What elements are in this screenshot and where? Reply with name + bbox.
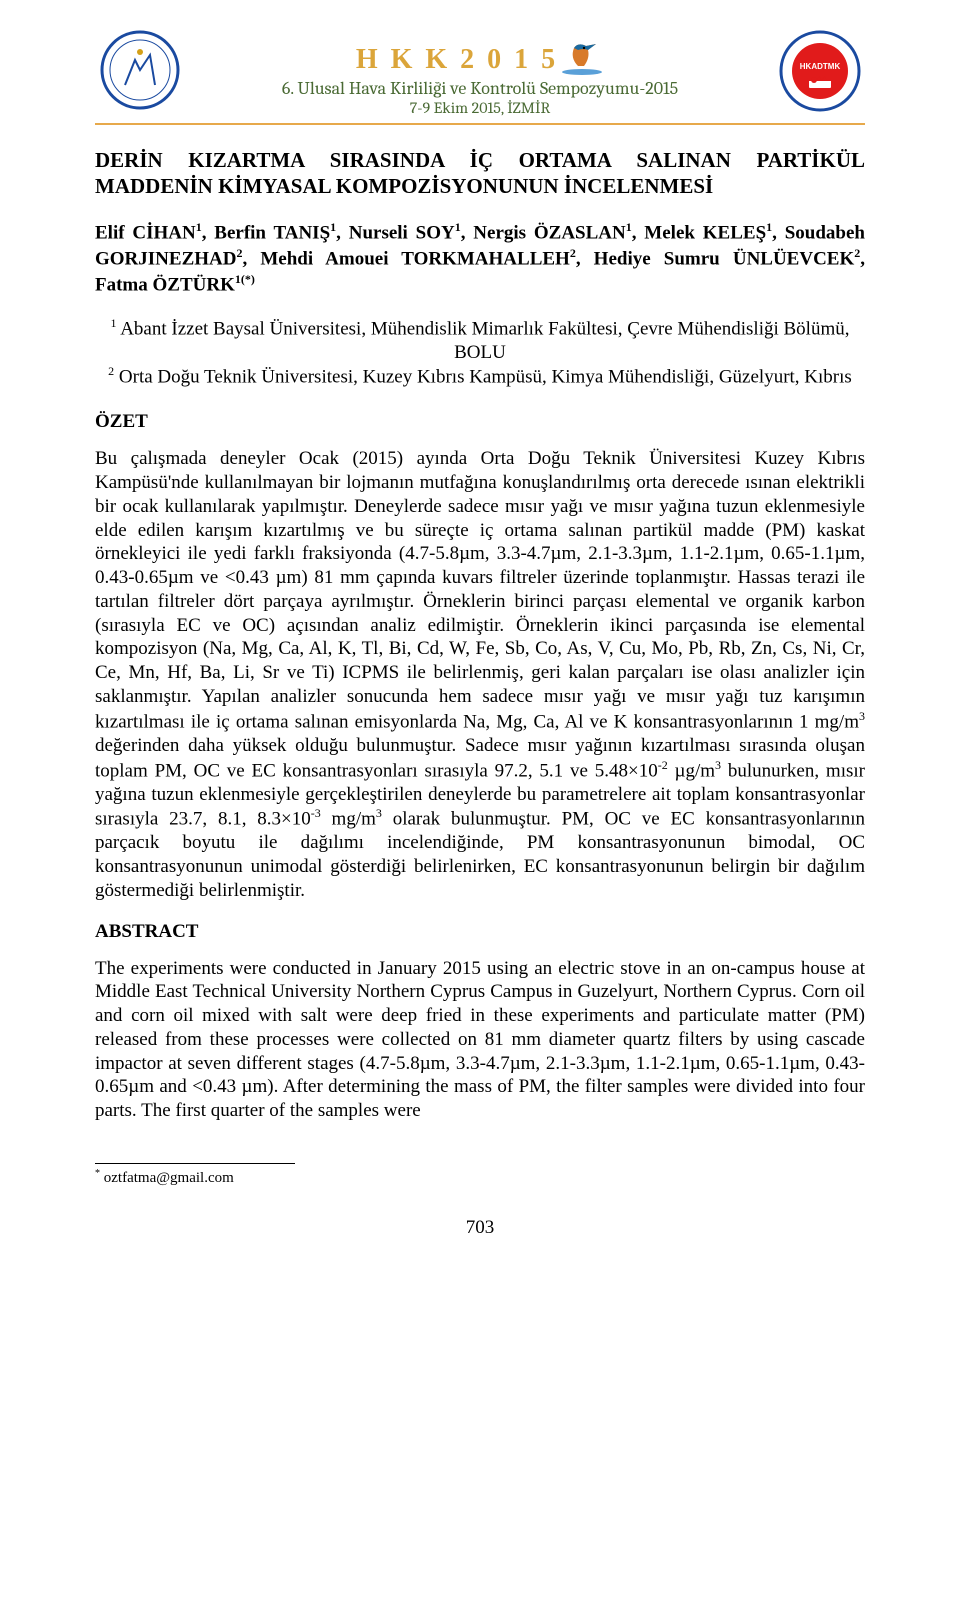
footnote-rule bbox=[95, 1163, 295, 1164]
conference-code: H K K 2 0 1 5 bbox=[356, 44, 558, 76]
left-university-logo bbox=[95, 30, 185, 110]
authors-line: Elif CİHAN1, Berfin TANIŞ1, Nurseli SOY1… bbox=[95, 220, 865, 298]
ozet-paragraph: Bu çalışmada deneyler Ocak (2015) ayında… bbox=[95, 447, 865, 902]
page-header: H K K 2 0 1 5 6. Ulusal Hava Kirliliği v… bbox=[95, 30, 865, 125]
deu-logo-icon bbox=[100, 30, 180, 110]
conference-date: 7-9 Ekim 2015, İZMİR bbox=[185, 99, 775, 117]
abstract-paragraph: The experiments were conducted in Januar… bbox=[95, 957, 865, 1123]
page: H K K 2 0 1 5 6. Ulusal Hava Kirliliği v… bbox=[0, 0, 960, 1279]
paper-title: DERİN KIZARTMA SIRASINDA İÇ ORTAMA SALIN… bbox=[95, 147, 865, 200]
kingfisher-icon bbox=[560, 36, 604, 76]
right-sponsor-logo: HKADTMK bbox=[775, 30, 865, 112]
corresponding-footnote: * oztfatma@gmail.com bbox=[95, 1168, 865, 1187]
affiliations: 1 Abant İzzet Baysal Üniversitesi, Mühen… bbox=[95, 316, 865, 390]
section-heading-abstract: ABSTRACT bbox=[95, 921, 865, 943]
header-center: H K K 2 0 1 5 6. Ulusal Hava Kirliliği v… bbox=[185, 30, 775, 117]
hkadtmk-logo-icon: HKADTMK bbox=[779, 30, 861, 112]
conference-title: 6. Ulusal Hava Kirliliği ve Kontrolü Sem… bbox=[185, 78, 775, 99]
conference-logo-row: H K K 2 0 1 5 bbox=[185, 36, 775, 76]
page-number: 703 bbox=[95, 1217, 865, 1239]
svg-text:HKADTMK: HKADTMK bbox=[800, 62, 841, 71]
section-heading-ozet: ÖZET bbox=[95, 411, 865, 433]
